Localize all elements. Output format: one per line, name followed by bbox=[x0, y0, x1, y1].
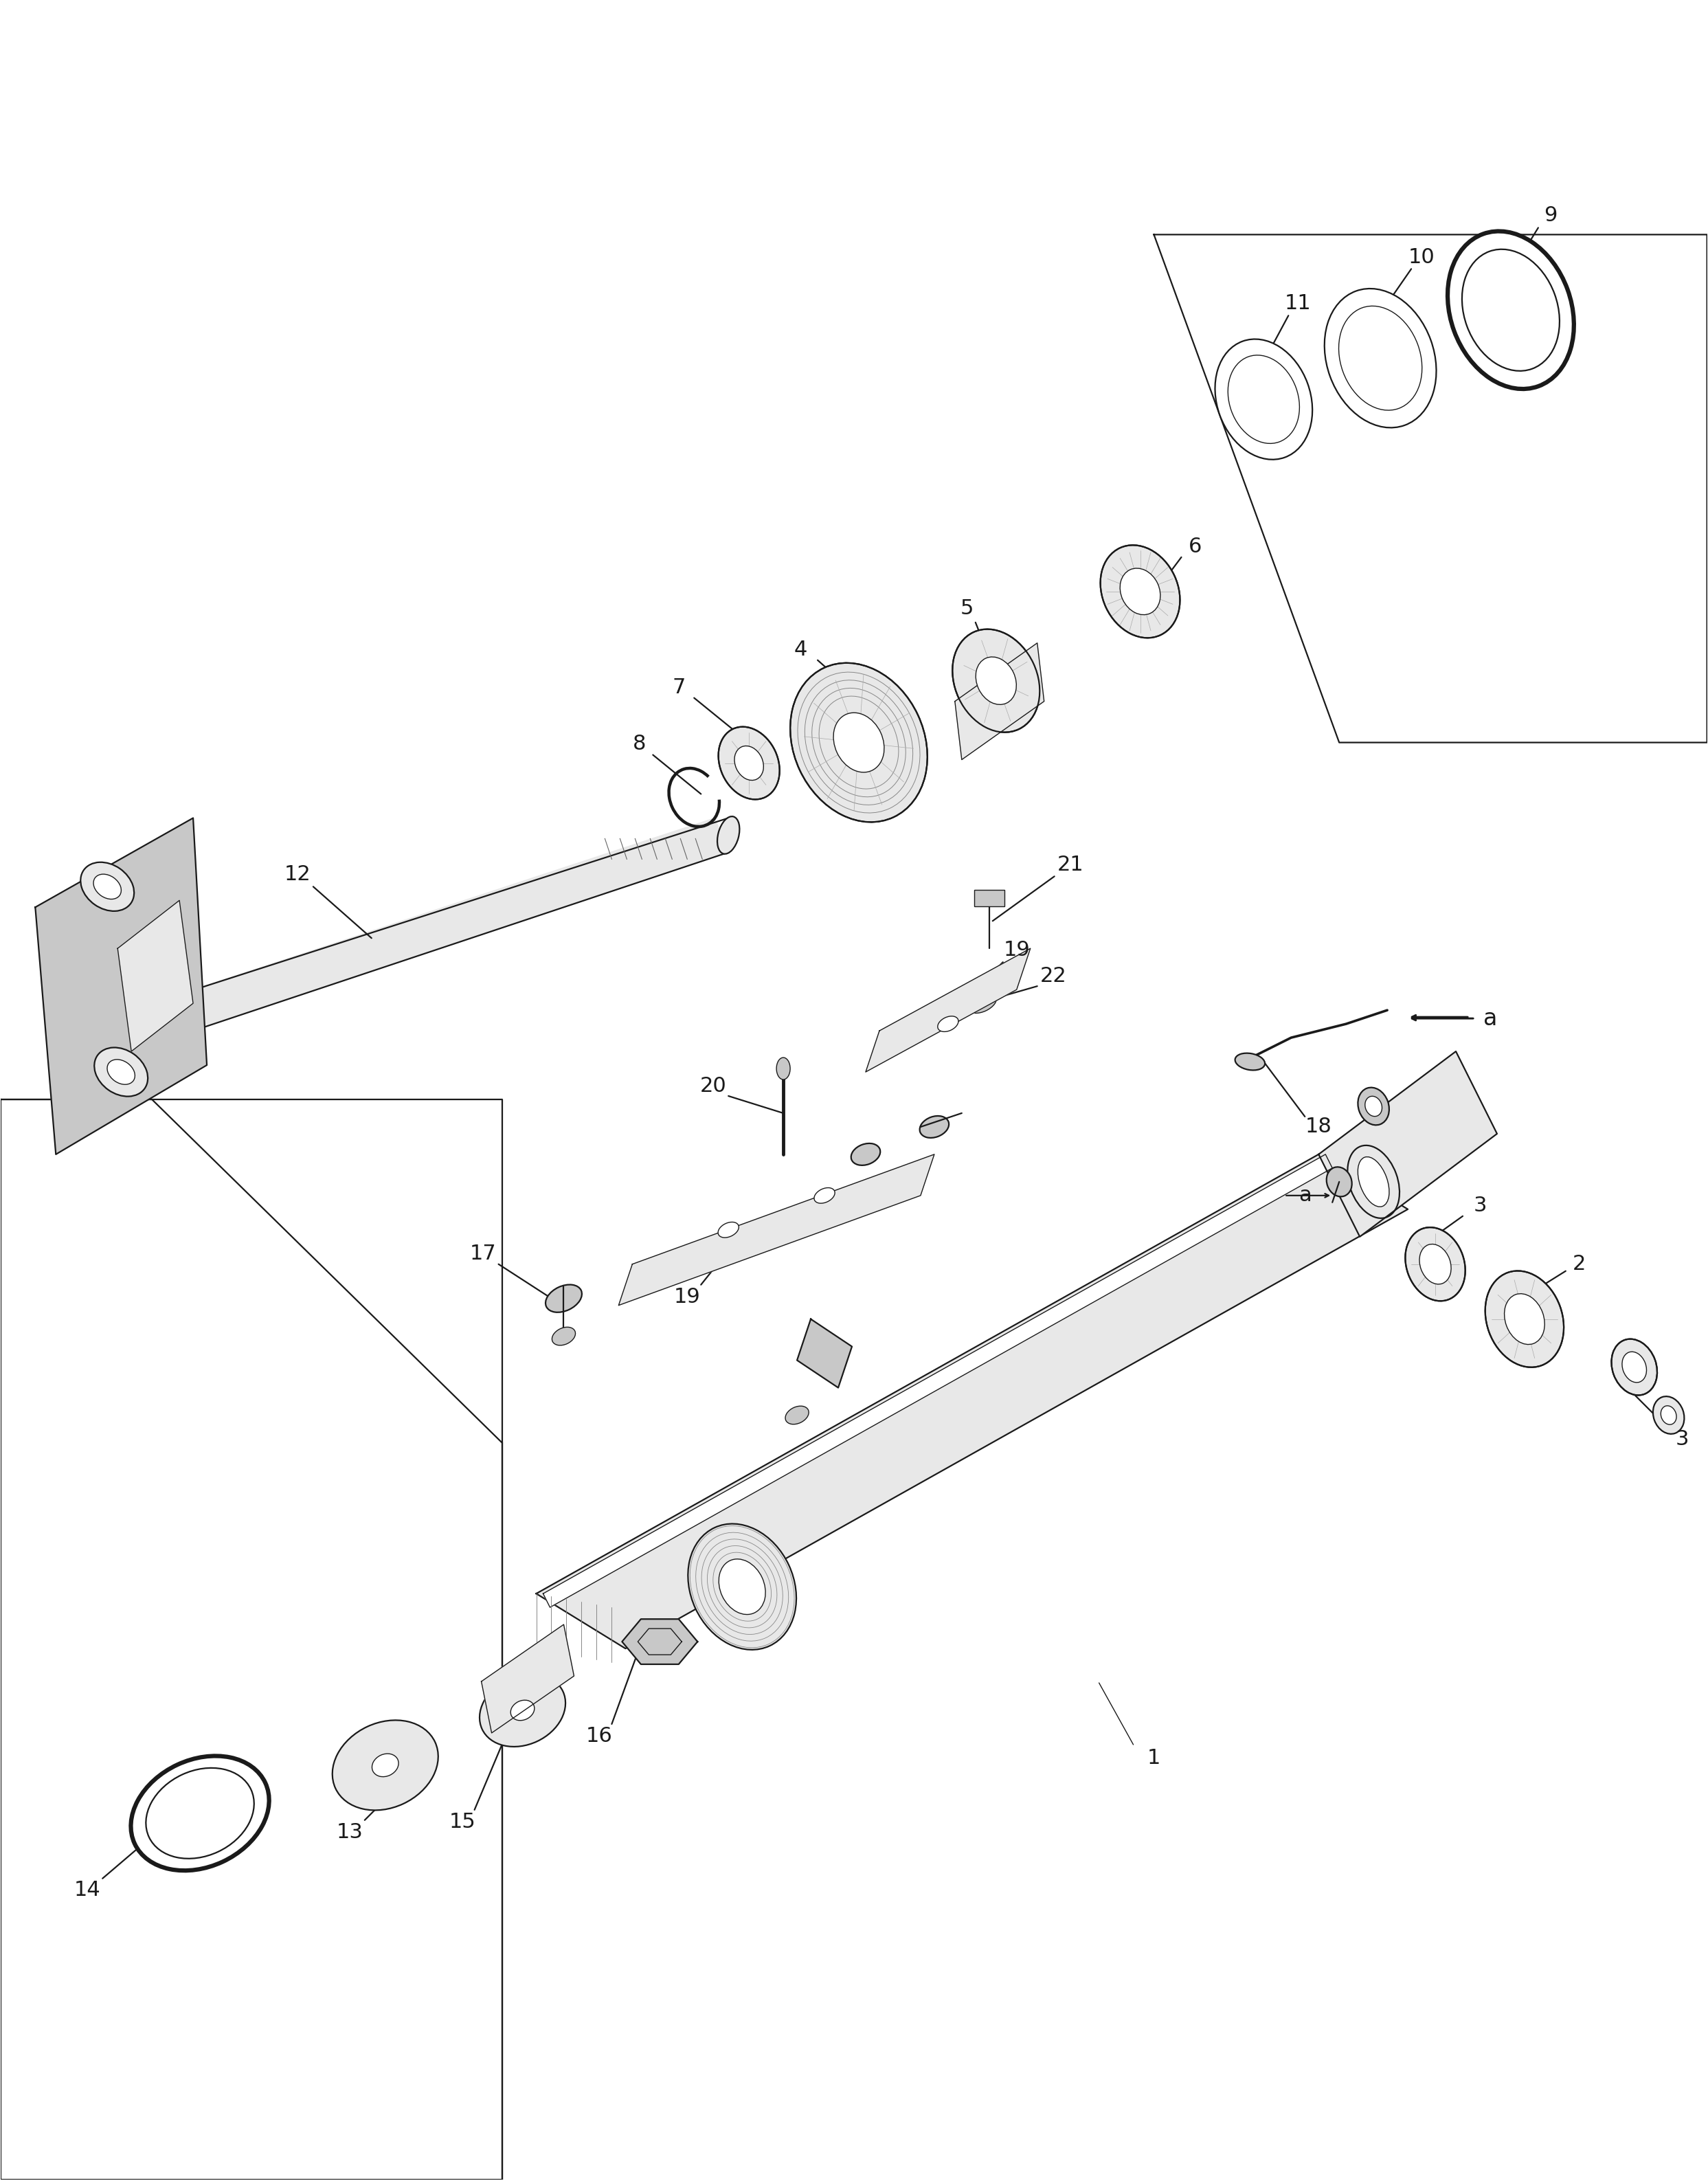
Polygon shape bbox=[798, 1320, 852, 1387]
Bar bbox=[974, 890, 1004, 907]
Ellipse shape bbox=[94, 1047, 149, 1097]
Ellipse shape bbox=[938, 1016, 958, 1032]
Ellipse shape bbox=[1100, 545, 1180, 637]
Ellipse shape bbox=[1505, 1293, 1544, 1343]
Ellipse shape bbox=[1462, 249, 1559, 371]
Ellipse shape bbox=[80, 861, 135, 912]
Ellipse shape bbox=[94, 875, 121, 899]
Ellipse shape bbox=[815, 1189, 835, 1204]
Ellipse shape bbox=[719, 726, 779, 800]
Polygon shape bbox=[36, 818, 207, 1154]
Ellipse shape bbox=[552, 1326, 576, 1346]
Polygon shape bbox=[118, 901, 193, 1051]
Polygon shape bbox=[482, 1625, 574, 1734]
Text: 1: 1 bbox=[1148, 1749, 1160, 1769]
Text: a: a bbox=[1298, 1186, 1312, 1206]
Ellipse shape bbox=[919, 1117, 950, 1138]
Ellipse shape bbox=[1660, 1407, 1677, 1424]
Text: 8: 8 bbox=[632, 735, 646, 755]
Text: 4: 4 bbox=[794, 639, 808, 661]
Ellipse shape bbox=[1327, 1167, 1353, 1197]
Text: 5: 5 bbox=[960, 600, 974, 619]
Polygon shape bbox=[1155, 236, 1706, 742]
Polygon shape bbox=[618, 1154, 934, 1306]
Ellipse shape bbox=[1235, 1053, 1266, 1071]
Ellipse shape bbox=[1120, 569, 1160, 615]
Text: 22: 22 bbox=[1040, 966, 1066, 986]
Ellipse shape bbox=[1358, 1156, 1389, 1206]
Polygon shape bbox=[955, 643, 1044, 759]
Ellipse shape bbox=[1419, 1243, 1452, 1285]
Text: 21: 21 bbox=[1057, 855, 1083, 875]
Text: a: a bbox=[1483, 1008, 1498, 1029]
Ellipse shape bbox=[1339, 305, 1423, 410]
Ellipse shape bbox=[717, 1221, 740, 1237]
Ellipse shape bbox=[851, 1143, 880, 1165]
Ellipse shape bbox=[688, 1525, 796, 1649]
Ellipse shape bbox=[511, 1701, 535, 1721]
Ellipse shape bbox=[1486, 1272, 1565, 1367]
Text: 19: 19 bbox=[675, 1287, 700, 1306]
Ellipse shape bbox=[834, 713, 885, 772]
Polygon shape bbox=[152, 818, 728, 1038]
Ellipse shape bbox=[1448, 231, 1573, 388]
Polygon shape bbox=[866, 949, 1030, 1073]
Ellipse shape bbox=[1623, 1352, 1647, 1383]
Text: 14: 14 bbox=[73, 1880, 101, 1900]
Polygon shape bbox=[543, 1154, 1332, 1607]
Text: 2: 2 bbox=[1573, 1254, 1587, 1274]
Text: 15: 15 bbox=[449, 1812, 475, 1832]
Ellipse shape bbox=[480, 1675, 565, 1747]
Ellipse shape bbox=[719, 1559, 765, 1614]
Ellipse shape bbox=[777, 1058, 791, 1080]
Ellipse shape bbox=[975, 656, 1016, 704]
Text: 12: 12 bbox=[284, 864, 311, 883]
Polygon shape bbox=[2, 1099, 502, 2179]
Ellipse shape bbox=[159, 1778, 241, 1847]
Ellipse shape bbox=[1228, 356, 1300, 443]
Ellipse shape bbox=[132, 1756, 270, 1871]
Text: 6: 6 bbox=[1189, 537, 1202, 556]
Ellipse shape bbox=[953, 628, 1040, 733]
Text: 7: 7 bbox=[673, 678, 685, 698]
Ellipse shape bbox=[333, 1721, 439, 1810]
Ellipse shape bbox=[1348, 1145, 1399, 1219]
Ellipse shape bbox=[968, 995, 996, 1014]
Ellipse shape bbox=[545, 1285, 582, 1313]
Polygon shape bbox=[1319, 1051, 1496, 1237]
Text: 10: 10 bbox=[1407, 246, 1435, 268]
Text: 11: 11 bbox=[1284, 292, 1312, 314]
Ellipse shape bbox=[786, 1407, 810, 1424]
Ellipse shape bbox=[734, 746, 763, 781]
Text: 16: 16 bbox=[586, 1727, 613, 1747]
Text: 13: 13 bbox=[336, 1823, 362, 1843]
Ellipse shape bbox=[1611, 1339, 1657, 1396]
Ellipse shape bbox=[145, 1769, 254, 1858]
Text: 3: 3 bbox=[1676, 1429, 1689, 1448]
Ellipse shape bbox=[717, 816, 740, 855]
Ellipse shape bbox=[1324, 288, 1436, 427]
Text: 18: 18 bbox=[1305, 1117, 1332, 1136]
Ellipse shape bbox=[1214, 338, 1312, 460]
Ellipse shape bbox=[1653, 1396, 1684, 1433]
Text: 3: 3 bbox=[1474, 1195, 1486, 1215]
Ellipse shape bbox=[1406, 1228, 1465, 1302]
Ellipse shape bbox=[372, 1754, 398, 1778]
Ellipse shape bbox=[791, 663, 927, 822]
Ellipse shape bbox=[108, 1060, 135, 1084]
Text: 19: 19 bbox=[1003, 940, 1030, 960]
Text: 9: 9 bbox=[1544, 205, 1558, 225]
Text: 17: 17 bbox=[470, 1243, 495, 1263]
Text: 20: 20 bbox=[700, 1075, 726, 1095]
Ellipse shape bbox=[1358, 1088, 1389, 1125]
Ellipse shape bbox=[1365, 1097, 1382, 1117]
Polygon shape bbox=[622, 1618, 697, 1664]
Polygon shape bbox=[536, 1154, 1407, 1649]
